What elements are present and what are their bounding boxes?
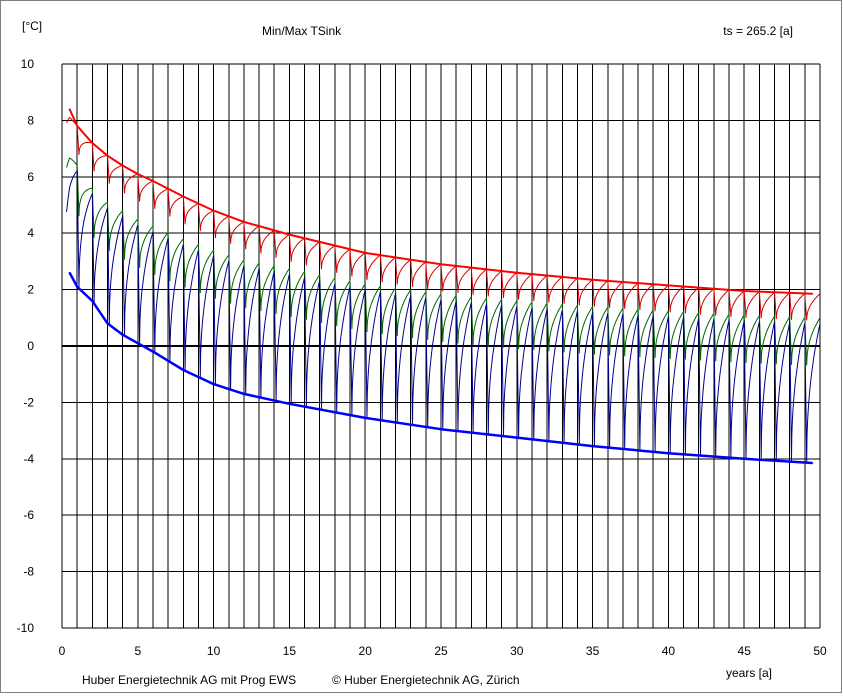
max-cycle-line bbox=[66, 116, 821, 321]
max-data-point bbox=[811, 293, 814, 295]
min-data-point bbox=[516, 436, 518, 439]
y-tick-label: 10 bbox=[21, 57, 35, 71]
min-cycle-line bbox=[66, 170, 821, 463]
info-label: ts = 265.2 [a] bbox=[723, 24, 793, 38]
max-data-point bbox=[743, 290, 745, 292]
min-data-point bbox=[591, 445, 594, 447]
min-data-point bbox=[152, 350, 154, 353]
min-data-point bbox=[91, 300, 94, 302]
y-tick-label: 6 bbox=[27, 170, 34, 184]
max-data-point bbox=[152, 180, 154, 182]
cycle-lines bbox=[66, 116, 821, 463]
max-data-point bbox=[121, 164, 124, 167]
y-tick-label: -2 bbox=[23, 395, 34, 409]
max-data-point bbox=[68, 108, 71, 110]
x-tick-label: 15 bbox=[283, 644, 297, 658]
chart-title: Min/Max TSink bbox=[262, 24, 342, 38]
max-data-point bbox=[667, 284, 670, 287]
x-tick-label: 20 bbox=[359, 644, 373, 658]
min-data-point bbox=[364, 417, 367, 419]
max-data-point bbox=[516, 271, 518, 274]
y-tick-label: 2 bbox=[27, 283, 34, 297]
x-tick-label: 0 bbox=[59, 644, 66, 658]
max-data-point bbox=[182, 195, 185, 198]
x-tick-label: 5 bbox=[134, 644, 141, 658]
footer-right: © Huber Energietechnik AG, Zürich bbox=[332, 673, 520, 687]
min-data-point bbox=[288, 403, 291, 405]
min-data-point bbox=[68, 271, 71, 274]
x-tick-label: 50 bbox=[813, 644, 827, 658]
y-tick-label: -6 bbox=[23, 508, 34, 522]
min-data-point bbox=[106, 322, 109, 325]
y-tick-label: 0 bbox=[27, 339, 34, 353]
min-data-point bbox=[667, 452, 670, 454]
y-tick-label: -8 bbox=[23, 565, 34, 579]
min-data-point bbox=[811, 462, 814, 464]
max-data-point bbox=[212, 209, 215, 212]
min-data-point bbox=[76, 285, 78, 288]
min-data-point bbox=[212, 383, 215, 385]
min-data-point bbox=[137, 342, 139, 344]
max-data-point bbox=[364, 252, 367, 254]
x-tick-label: 10 bbox=[207, 644, 221, 658]
series-lines bbox=[68, 108, 814, 465]
y-tick-label: -4 bbox=[23, 452, 34, 466]
x-tick-label: 45 bbox=[738, 644, 752, 658]
x-tick-label: 35 bbox=[586, 644, 600, 658]
max-data-point bbox=[440, 263, 442, 266]
footer-left: Huber Energietechnik AG mit Prog EWS bbox=[82, 673, 296, 687]
max-data-point bbox=[137, 173, 139, 175]
max-data-point bbox=[76, 125, 78, 127]
x-tick-label: 40 bbox=[662, 644, 676, 658]
max-data-point bbox=[591, 278, 594, 281]
y-tick-label: 4 bbox=[27, 226, 34, 240]
x-tick-label: 25 bbox=[434, 644, 448, 658]
y-tick-label: 8 bbox=[27, 113, 34, 127]
max-data-point bbox=[243, 221, 245, 223]
y-axis-label: [°C] bbox=[22, 19, 42, 33]
mean-cycle-line bbox=[66, 157, 821, 366]
min-data-point bbox=[243, 393, 245, 395]
max-envelope-line bbox=[68, 108, 813, 295]
min-data-point bbox=[121, 333, 124, 336]
max-data-point bbox=[106, 154, 109, 157]
max-data-point bbox=[288, 233, 291, 236]
min-data-point bbox=[182, 369, 185, 371]
max-data-point bbox=[91, 142, 94, 144]
min-data-point bbox=[743, 458, 745, 460]
min-data-point bbox=[440, 428, 442, 430]
min-envelope-line bbox=[68, 272, 813, 465]
y-tick-label: -10 bbox=[17, 621, 35, 635]
x-tick-label: 30 bbox=[510, 644, 524, 658]
x-axis-label: years [a] bbox=[726, 666, 772, 680]
